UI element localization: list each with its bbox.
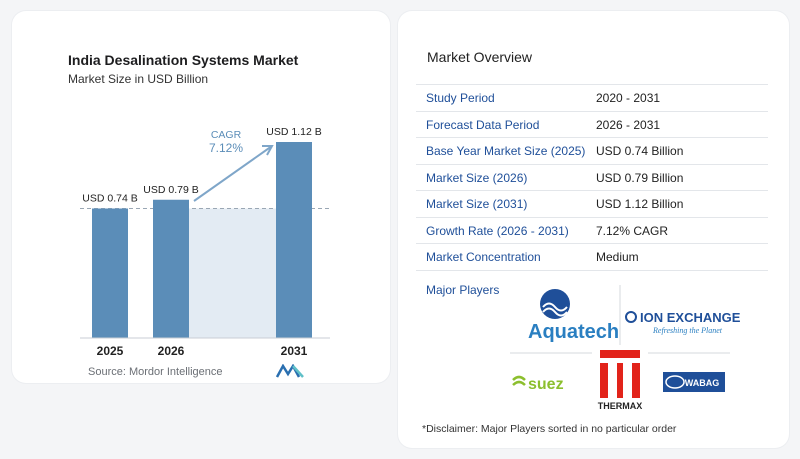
overview-key: Market Concentration	[426, 250, 541, 264]
svg-text:suez: suez	[528, 376, 564, 393]
disclaimer: *Disclaimer: Major Players sorted in no …	[422, 423, 677, 435]
overview-row: Market Concentration Medium	[416, 243, 768, 270]
overview-value: 7.12% CAGR	[596, 223, 669, 238]
overview-key: Base Year Market Size (2025)	[426, 144, 586, 158]
source-text: Source: Mordor Intelligence	[88, 366, 223, 378]
overview-row: Growth Rate (2026 - 2031) 7.12% CAGR	[416, 216, 768, 244]
overview-key: Market Size (2026)	[426, 170, 528, 185]
overview-row: Market Size (2026) USD 0.79 Billion	[416, 163, 768, 191]
bar-2025	[92, 208, 128, 338]
overview-row: Market Size (2031) USD 1.12 Billion	[416, 190, 768, 217]
overview-row: Base Year Market Size (2025) USD 0.74 Bil…	[416, 137, 768, 164]
aquatech-logo: Aquatech	[528, 289, 619, 343]
overview-title: Market Overview	[427, 49, 533, 65]
data-label: USD 1.12 B	[266, 126, 321, 138]
data-label: USD 0.79 B	[143, 184, 198, 196]
overview-divider	[416, 269, 768, 271]
major-players-label: Major Players	[426, 283, 500, 297]
wabag-logo: WABAG	[663, 372, 725, 392]
cagr-value: 7.12%	[209, 141, 243, 155]
svg-text:ION EXCHANGE: ION EXCHANGE	[640, 310, 741, 325]
overview-value: USD 0.74 Billion	[596, 144, 684, 158]
overview-key: Market Size (2031)	[426, 197, 528, 211]
cagr-arrow	[193, 145, 274, 202]
bar-chart: USD 0.74 B 2025 USD 0.79 B 2026 USD 1.12 B 20…	[80, 126, 330, 358]
overview-row: Forecast Data Period 2026 - 2031	[416, 110, 768, 138]
ion-exchange-logo: ION EXCHANGE Refreshing the Planet	[625, 310, 741, 335]
thermax-logo: THERMAX	[592, 345, 648, 413]
overview-key: Growth Rate (2026 - 2031)	[426, 223, 569, 238]
overview-value: 2020 - 2031	[596, 91, 661, 105]
svg-text:THERMAX: THERMAX	[598, 401, 643, 411]
overview-row: Study Period 2020 - 2031	[416, 84, 768, 111]
data-label: USD 0.74 B	[82, 193, 137, 205]
mordor-intelligence-logo	[276, 364, 304, 378]
suez-logo: suez	[512, 375, 564, 393]
x-tick-label: 2025	[97, 344, 124, 358]
overview-value: USD 0.79 Billion	[596, 170, 684, 185]
overview-key: Forecast Data Period	[426, 117, 540, 132]
chart-title: India Desalination Systems Market	[68, 52, 299, 68]
svg-text:Refreshing the Planet: Refreshing the Planet	[652, 326, 723, 335]
svg-text:WABAG: WABAG	[685, 378, 720, 388]
overview-value: 2026 - 2031	[596, 117, 661, 132]
chart-subtitle: Market Size in USD Billion	[68, 72, 209, 86]
overview-key: Study Period	[426, 91, 495, 105]
svg-text:Aquatech: Aquatech	[528, 321, 619, 343]
x-tick-label: 2031	[281, 344, 308, 358]
overview-value: Medium	[596, 250, 639, 264]
x-tick-label: 2026	[158, 344, 185, 358]
forecast-band	[189, 208, 276, 338]
overview-value: USD 1.12 Billion	[596, 197, 684, 211]
cagr-label: CAGR	[211, 129, 242, 141]
bar-2031	[276, 142, 312, 338]
bar-2026	[153, 199, 189, 338]
